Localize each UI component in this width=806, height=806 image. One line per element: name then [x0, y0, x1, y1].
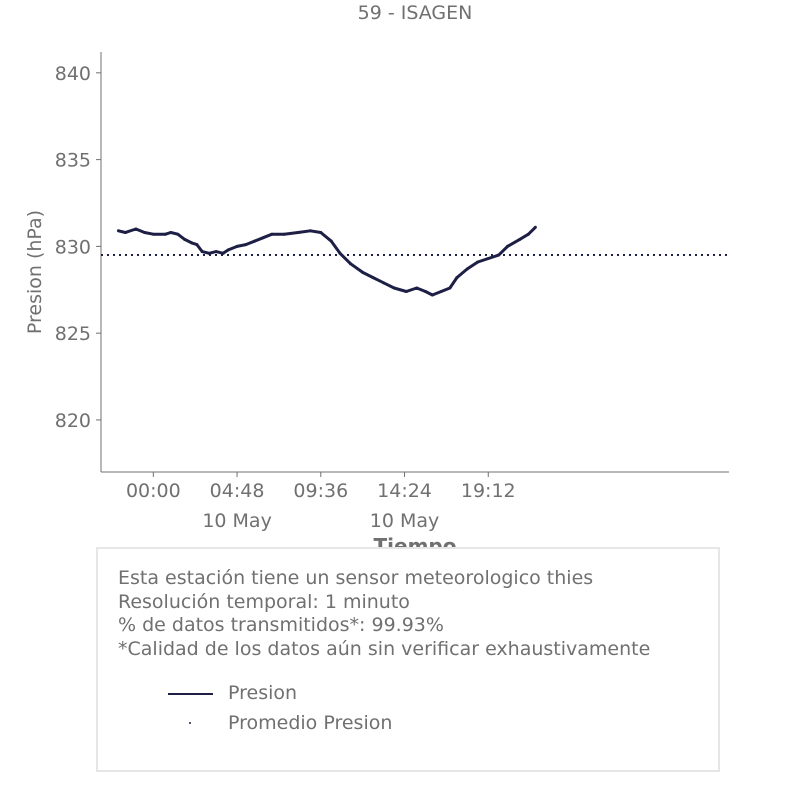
pressure-point	[183, 237, 187, 241]
y-tick-label: 825	[55, 323, 91, 345]
pressure-point	[526, 232, 530, 236]
legend-label-promedio: Promedio Presion	[228, 712, 393, 734]
pressure-point	[207, 251, 211, 255]
pressure-point	[176, 232, 180, 236]
legend-item-promedio: Promedio Presion	[168, 712, 568, 736]
pressure-point	[244, 243, 248, 247]
pressure-point	[476, 260, 480, 264]
info-lines: Esta estación tiene un sensor meteorolog…	[118, 567, 650, 661]
y-axis-label: Presion (hPa)	[24, 210, 46, 334]
x-tick-label: 09:36	[293, 480, 348, 502]
pressure-point	[518, 237, 522, 241]
pressure-point	[439, 290, 443, 294]
pressure-point	[415, 286, 419, 290]
y-tick-label: 820	[55, 410, 91, 432]
pressure-point	[282, 232, 286, 236]
pressure-point	[465, 267, 469, 271]
pressure-point	[338, 251, 342, 255]
pressure-point	[226, 248, 230, 252]
pressure-point	[253, 239, 257, 243]
pressure-point	[329, 239, 333, 243]
info-line-sensor: Esta estación tiene un sensor meteorolog…	[118, 567, 594, 589]
legend-swatch-line	[168, 693, 213, 695]
y-tick-label: 835	[55, 150, 91, 172]
x-tick-label: 04:48	[210, 480, 265, 502]
pressure-point	[200, 250, 204, 254]
legend-swatch-dot	[189, 722, 191, 724]
chart-title: 59 - ISAGEN	[357, 2, 473, 24]
pressure-point	[348, 262, 352, 266]
pressure-point	[371, 276, 375, 280]
pressure-point	[497, 253, 501, 257]
pressure-point	[214, 250, 218, 254]
legend-item-presion: Presion	[168, 682, 568, 706]
y-tick-label: 840	[55, 63, 91, 85]
info-line-transmitted: % de datos transmitidos*: 99.93%	[118, 614, 444, 636]
info-line-resolution: Resolución temporal: 1 minuto	[118, 590, 410, 613]
pressure-point	[169, 230, 173, 234]
pressure-point	[404, 290, 408, 294]
x-tick-label: 00:00	[126, 480, 181, 502]
pressure-point	[486, 257, 490, 261]
pressure-point	[261, 236, 265, 240]
pressure-chart: 820 825 830 835 840 00:00 04:48 10 May 09:36 14:2…	[24, 52, 729, 558]
pressure-point	[308, 229, 312, 233]
pressure-point	[448, 286, 452, 290]
pressure-point	[190, 241, 194, 245]
pressure-point	[423, 290, 427, 294]
pressure-point	[270, 232, 274, 236]
pressure-point	[164, 232, 168, 236]
pressure-point	[123, 230, 127, 234]
pressure-point	[134, 227, 138, 231]
pressure-point	[361, 270, 365, 274]
y-tick-label: 830	[55, 236, 91, 258]
info-box: Esta estación tiene un sensor meteorolog…	[96, 547, 720, 772]
pressure-point	[319, 230, 323, 234]
x-tick-sublabel: 10 May	[370, 510, 440, 532]
pressure-point	[505, 244, 509, 248]
pressure-point	[296, 230, 300, 234]
pressure-point	[116, 229, 120, 233]
legend-label-presion: Presion	[228, 682, 298, 704]
pressure-point	[382, 281, 386, 285]
pressure-point	[143, 230, 147, 234]
pressure-point	[195, 243, 199, 247]
pressure-point	[221, 251, 225, 255]
pressure-point	[455, 276, 459, 280]
pressure-point	[392, 286, 396, 290]
x-tick-label: 19:12	[461, 480, 516, 502]
pressure-line	[118, 226, 537, 297]
pressure-point	[430, 293, 434, 297]
pressure-point	[235, 244, 239, 248]
x-tick-sublabel: 10 May	[202, 510, 272, 532]
info-line-quality: *Calidad de los datos aún sin verificar …	[118, 637, 651, 660]
pressure-point	[151, 232, 155, 236]
pressure-point	[533, 225, 537, 229]
x-tick-label: 14:24	[377, 480, 432, 502]
